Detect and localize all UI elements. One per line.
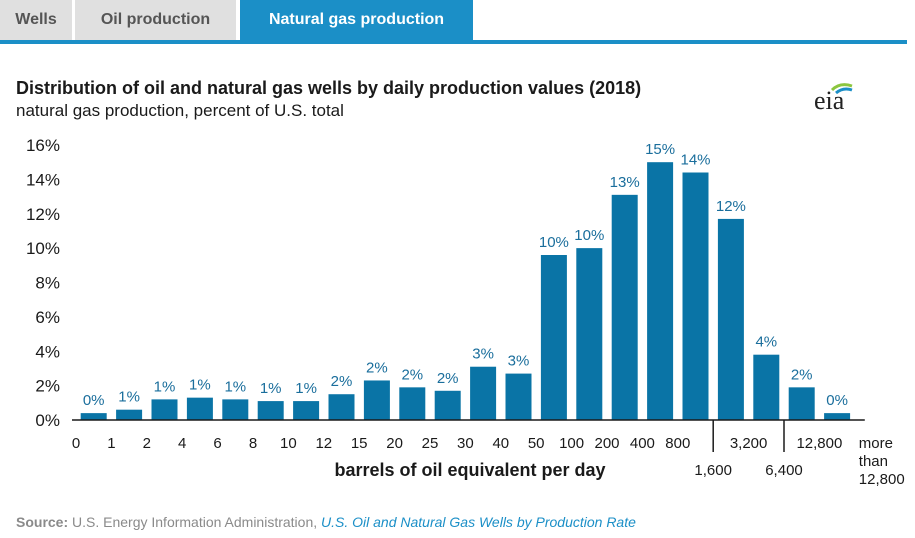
- bar: [399, 387, 426, 420]
- x-tick-label: 50: [528, 435, 545, 452]
- bar: [576, 248, 603, 420]
- bar: [116, 409, 143, 420]
- x-axis-title: barrels of oil equivalent per day: [334, 460, 605, 480]
- data-label: 1%: [118, 389, 140, 406]
- data-label: 0%: [83, 392, 105, 409]
- tab-underline: [0, 40, 907, 44]
- data-label: 2%: [791, 366, 813, 383]
- data-label: 15%: [645, 141, 675, 158]
- bar: [611, 194, 638, 420]
- x-tick-label: 6: [213, 435, 221, 452]
- bar: [222, 399, 249, 420]
- bar: [257, 401, 284, 420]
- bar: [293, 401, 320, 420]
- data-label: 10%: [574, 227, 604, 244]
- bar-chart: 0%2%4%6%8%10%12%14%16%0% 1%1% 1% 1% 1% 1% 2%2%…: [26, 136, 905, 488]
- x-tick-label: 3,200: [730, 435, 768, 452]
- x-tick-label: 12: [315, 435, 332, 452]
- bar: [753, 354, 780, 420]
- x-tick-label: 1: [107, 435, 115, 452]
- y-tick-label: 14%: [26, 170, 60, 189]
- x-tick-label: 400: [630, 435, 655, 452]
- source-label: Source:: [16, 514, 69, 530]
- tab-oil-production[interactable]: Oil production: [75, 0, 236, 40]
- x-tick-label: 0: [72, 435, 80, 452]
- x-tick-label: 10: [280, 435, 297, 452]
- x-tick-label: 200: [594, 435, 619, 452]
- eia-logo-mark: [830, 83, 853, 95]
- y-tick-label: 8%: [35, 274, 60, 293]
- bar: [717, 218, 744, 420]
- data-label: 1%: [295, 380, 317, 397]
- x-tick-label: 15: [351, 435, 368, 452]
- x-tick-label: 4: [178, 435, 186, 452]
- data-label: 1%: [224, 378, 246, 395]
- data-label: 10%: [539, 234, 569, 251]
- data-label: 14%: [680, 152, 710, 169]
- bar: [328, 394, 355, 420]
- tab-bar: Wells Oil production Natural gas product…: [0, 0, 915, 44]
- bar: [788, 387, 815, 420]
- bar: [540, 255, 567, 420]
- y-tick-label: 6%: [35, 308, 60, 327]
- data-label: 12%: [716, 198, 746, 215]
- x-tick-label: 40: [492, 435, 509, 452]
- tab-wells[interactable]: Wells: [0, 0, 72, 40]
- y-tick-label: 2%: [35, 377, 60, 396]
- x-tick-label: 20: [386, 435, 403, 452]
- x-tick-label: 100: [559, 435, 584, 452]
- x-tick-label: 30: [457, 435, 474, 452]
- bar: [151, 399, 178, 420]
- data-label: 2%: [331, 373, 353, 390]
- x-tick-label: 25: [422, 435, 439, 452]
- x-tick-label: 800: [665, 435, 690, 452]
- y-tick-label: 16%: [26, 136, 60, 155]
- y-tick-label: 12%: [26, 205, 60, 224]
- data-label: 3%: [508, 353, 530, 370]
- x-tick-label: 6,400: [765, 462, 803, 479]
- x-tick-label: 8: [249, 435, 257, 452]
- data-label: 0%: [826, 392, 848, 409]
- eia-logo-text: eia: [814, 86, 845, 115]
- data-label: 1%: [260, 380, 282, 397]
- data-label: 1%: [189, 377, 211, 394]
- bar: [505, 373, 532, 420]
- bar: [80, 413, 107, 420]
- bar: [186, 397, 213, 420]
- data-label: 4%: [755, 334, 777, 351]
- bar: [363, 380, 390, 420]
- y-tick-label: 0%: [35, 411, 60, 430]
- bar: [470, 366, 497, 420]
- x-tick-label: more than 12,800: [859, 435, 905, 488]
- x-tick-label: 1,600: [694, 462, 732, 479]
- data-label: 2%: [366, 359, 388, 376]
- y-tick-label: 10%: [26, 239, 60, 258]
- source-note: Source: U.S. Energy Information Administ…: [16, 514, 636, 530]
- chart-title: Distribution of oil and natural gas well…: [16, 78, 642, 98]
- data-label: 2%: [437, 370, 459, 387]
- data-label: 1%: [154, 378, 176, 395]
- source-text: U.S. Energy Information Administration,: [68, 514, 322, 530]
- data-label: 2%: [401, 366, 423, 383]
- tab-natural-gas-production[interactable]: Natural gas production: [240, 0, 473, 40]
- source-link[interactable]: U.S. Oil and Natural Gas Wells by Produc…: [321, 514, 636, 530]
- bar: [824, 413, 851, 420]
- x-tick-label: 12,800: [796, 435, 842, 452]
- bar: [682, 172, 709, 420]
- data-label: 3%: [472, 346, 494, 363]
- data-label: 13%: [610, 174, 640, 191]
- chart-subtitle: natural gas production, percent of U.S. …: [16, 101, 344, 120]
- x-tick-label: 2: [143, 435, 151, 452]
- eia-logo: eia: [810, 80, 860, 116]
- y-tick-label: 4%: [35, 342, 60, 361]
- bar: [647, 162, 674, 420]
- bar: [434, 390, 461, 420]
